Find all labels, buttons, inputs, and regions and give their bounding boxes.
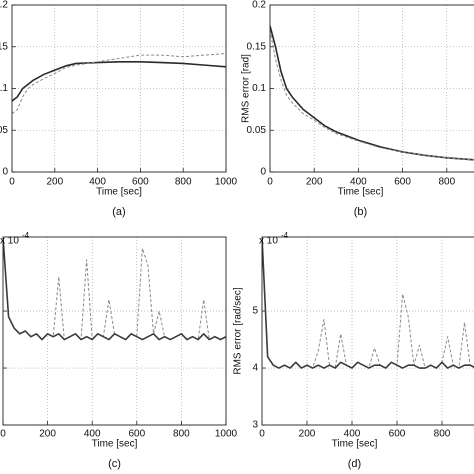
x-axis-label: Time [sec] [332, 439, 378, 450]
y-tick-label: 0.1 [0, 83, 8, 94]
plot-area [12, 52, 226, 114]
data-line [12, 52, 226, 114]
x-tick-label: 800 [173, 429, 190, 440]
x-tick-label: 1000 [215, 429, 238, 440]
plot-area [3, 237, 226, 341]
scale-exponent: -4 [281, 231, 289, 240]
panel: 02004006008001000345Time [sec](c)x 10-4 [0, 231, 238, 470]
y-tick-label: 0.1 [252, 83, 266, 94]
axes-frame [11, 4, 227, 173]
y-tick-label: 0.05 [247, 125, 267, 136]
x-tick-label: 0 [0, 429, 6, 440]
x-tick-label: 800 [434, 429, 451, 440]
panel: 0 200 400 600 800 3 4 5 Time [sec] (d) RMS error [… [233, 231, 474, 470]
x-tick-label: 600 [128, 429, 145, 440]
caption: (b) [354, 206, 367, 218]
x-axis-label: Time [sec] [92, 439, 138, 450]
x-tick-label: 600 [132, 177, 149, 188]
x-tick-label: 400 [89, 177, 106, 188]
scale-label: x 10 [0, 236, 19, 247]
y-axis-label: RMS error [rad] [241, 54, 252, 123]
plot-area [270, 25, 474, 161]
x-tick-label: 0 [9, 177, 15, 188]
x-tick-label: 800 [175, 177, 192, 188]
x-tick-label: 200 [39, 429, 56, 440]
y-tick-label: 0.05 [0, 125, 8, 136]
x-tick-label: 1000 [215, 177, 238, 188]
data-line [270, 29, 474, 161]
data-line [3, 237, 226, 341]
x-axis-label: Time [sec] [96, 187, 142, 198]
data-line [12, 60, 226, 102]
x-tick-label: 800 [438, 177, 455, 188]
axes-frame [269, 4, 474, 173]
y-tick-label: 0 [260, 167, 266, 178]
x-tick-label: 200 [306, 177, 323, 188]
caption: (a) [112, 206, 125, 218]
x-tick-label: 200 [299, 429, 316, 440]
y-tick-label: 5 [252, 306, 258, 317]
plot-area [262, 237, 474, 369]
y-tick-label: 3 [252, 420, 258, 431]
panel: 0 200 400 600 800 0 0.05 0.1 0.15 0.2 Time [sec] (b… [241, 0, 474, 218]
scale-label: x 10 [259, 236, 278, 247]
caption: (c) [108, 458, 121, 470]
x-tick-label: 0 [259, 429, 265, 440]
caption: (d) [348, 458, 361, 470]
y-tick-label: 0 [2, 167, 8, 178]
data-line [3, 237, 226, 341]
x-tick-label: 400 [344, 429, 361, 440]
y-tick-label: 0.15 [247, 41, 267, 52]
y-tick-label: 0.2 [252, 0, 266, 11]
x-axis-label: Time [sec] [338, 187, 384, 198]
x-tick-label: 600 [389, 429, 406, 440]
y-tick-label: 0.15 [0, 41, 8, 52]
axes-frame [261, 236, 474, 426]
panel: 0 200 400 600 800 1000 0 0.05 0.1 0.15 0.2 Time [se… [0, 0, 238, 218]
x-tick-label: 200 [46, 177, 63, 188]
x-tick-label: 400 [84, 429, 101, 440]
scale-exponent: -4 [22, 231, 30, 240]
x-tick-label: 600 [394, 177, 411, 188]
y-tick-label: 4 [252, 363, 258, 374]
y-tick-label: 0.2 [0, 0, 8, 11]
x-tick-label: 0 [267, 177, 273, 188]
axes-frame [2, 236, 227, 426]
x-tick-label: 400 [350, 177, 367, 188]
data-line [262, 237, 474, 369]
data-line [270, 25, 474, 161]
y-axis-label: RMS error [rad/sec] [233, 287, 244, 374]
